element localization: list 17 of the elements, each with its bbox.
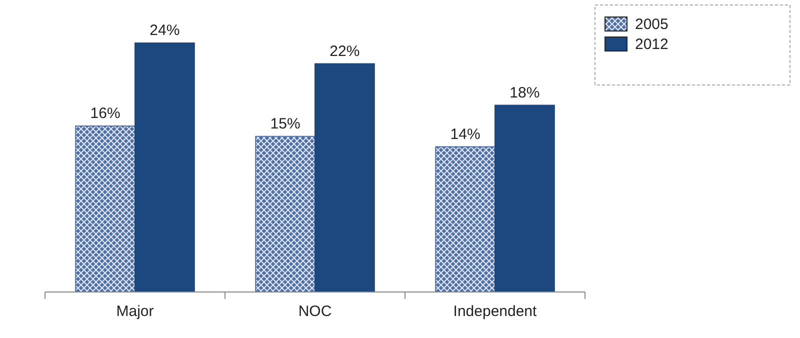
x-tick-label: NOC: [298, 303, 332, 320]
x-tick-label: Major: [116, 303, 154, 320]
data-label: 22%: [330, 42, 360, 60]
data-label: 15%: [270, 115, 300, 132]
bar: [75, 126, 136, 292]
bar: [435, 146, 496, 292]
bar: [255, 136, 316, 292]
bar: [134, 42, 195, 292]
legend-label: 2012: [635, 36, 668, 53]
bar: [494, 104, 555, 292]
bar: [314, 63, 375, 292]
x-tick-label: Independent: [453, 303, 538, 320]
data-label: 24%: [150, 22, 180, 39]
data-label: 16%: [90, 105, 120, 122]
data-label: 14%: [450, 126, 480, 143]
legend-label: 2005: [635, 16, 668, 33]
data-label: 18%: [510, 84, 540, 102]
